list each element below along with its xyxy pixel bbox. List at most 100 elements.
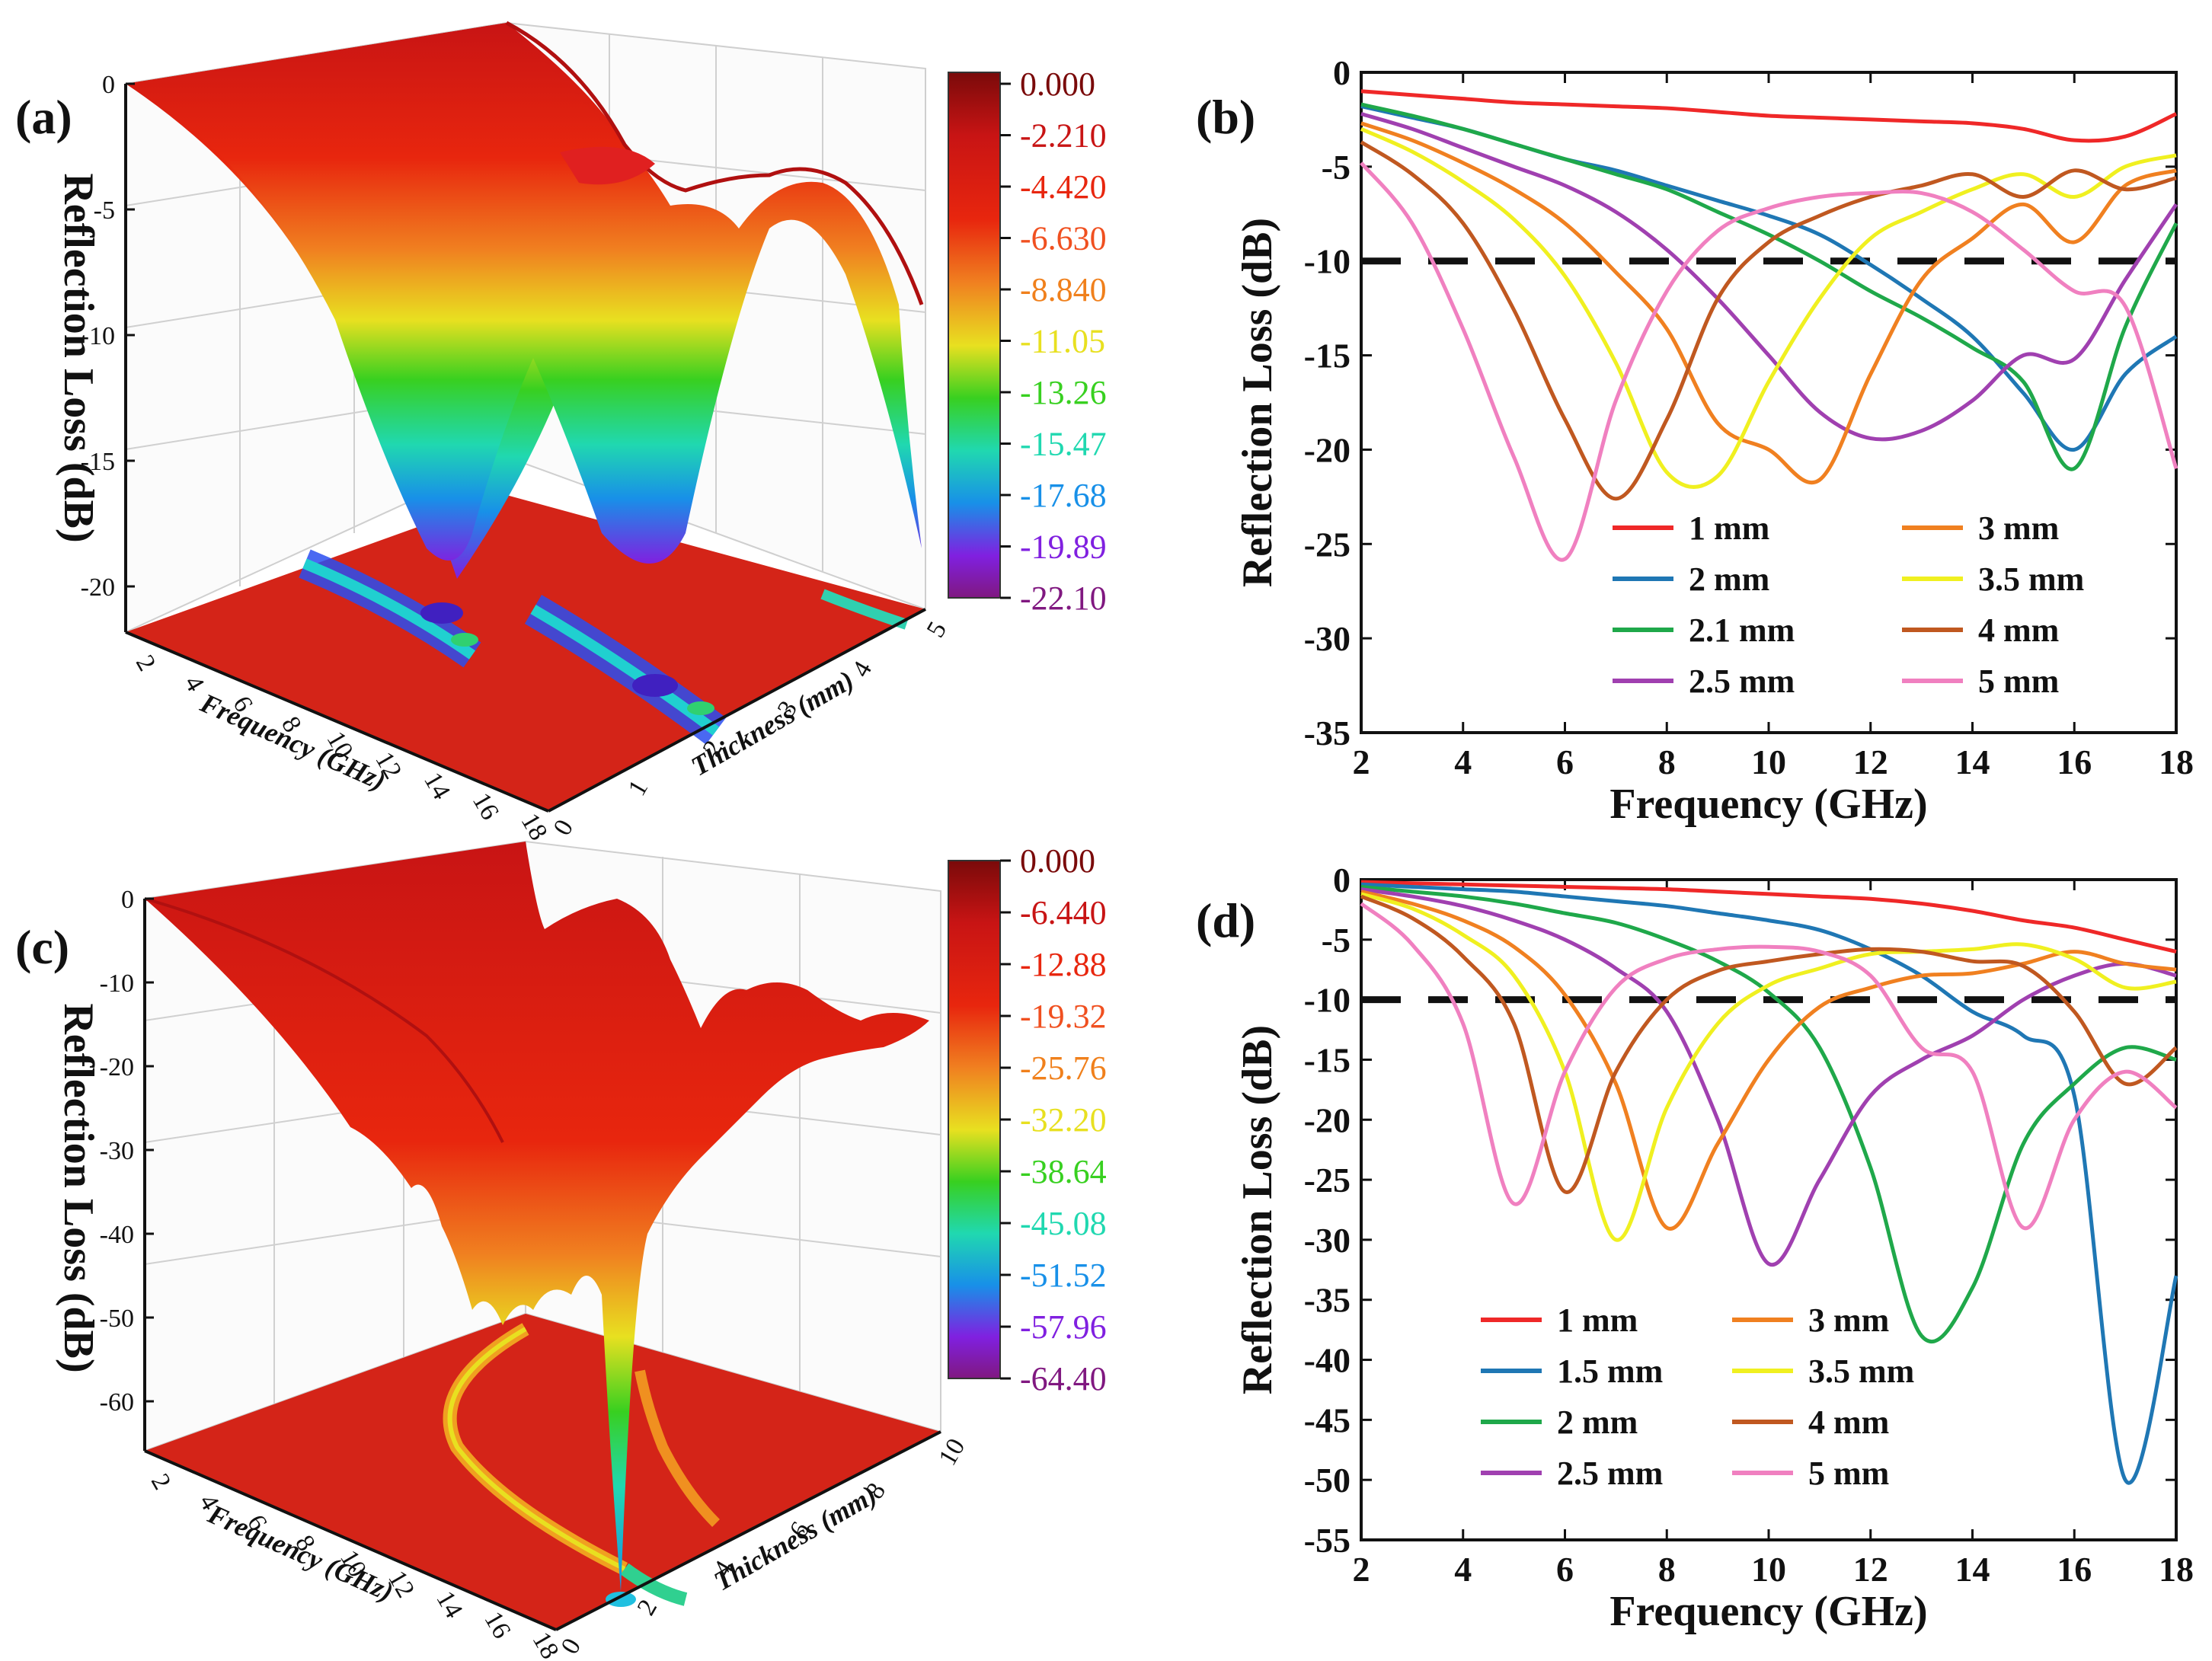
series-line-3-5-mm — [1360, 127, 2177, 489]
x-tick-label: 16 — [2057, 743, 2092, 781]
colorbar-label: -12.88 — [1020, 946, 1107, 983]
legend-label: 3 mm — [1808, 1302, 1889, 1339]
panel-a-label: (a) — [15, 90, 72, 144]
x-tick-label: 10 — [1751, 1550, 1786, 1589]
legend-label: 2.5 mm — [1557, 1455, 1663, 1492]
y-tick-label: -10 — [1304, 981, 1351, 1020]
x-tick-label: 14 — [418, 768, 456, 804]
y-tick-label: -45 — [1304, 1401, 1351, 1439]
x-tick-label: 2 — [130, 650, 161, 676]
z-tick-label: -5 — [94, 196, 115, 225]
panel-c-colorbar-labels: 0.000 -6.440 -12.88 -19.32 -25.76 -32.20 -38.6… — [1000, 842, 1107, 1397]
legend-label: 1 mm — [1557, 1302, 1638, 1339]
panel-c-colorbar — [948, 860, 1001, 1379]
colorbar-label: -15.47 — [1020, 426, 1107, 463]
panel-c-floor-bands — [443, 1323, 720, 1607]
y-axis-label: Reflection Loss (dB) — [1234, 1025, 1281, 1394]
colorbar-label: -4.420 — [1020, 168, 1107, 206]
y-tick-label: 0 — [548, 815, 580, 840]
series-line-2-mm — [1360, 884, 2177, 1343]
y-tick-label: -5 — [1322, 921, 1351, 960]
y-tick-label: -15 — [1304, 337, 1351, 375]
x-tick-label: 18 — [516, 809, 553, 845]
x-tick-label: 16 — [478, 1607, 516, 1643]
x-tick-label: 2 — [145, 1469, 177, 1494]
colorbar-label: -19.89 — [1020, 529, 1107, 566]
panel-a-colorbar-labels: 0.000 -2.210 -4.420 -6.630 -8.840 -11.05 -13.2… — [1000, 65, 1107, 617]
x-tick-label: 14 — [1955, 743, 1990, 781]
series-line-4-mm — [1360, 140, 2177, 501]
x-tick-label: 18 — [2159, 1550, 2194, 1589]
colorbar-label: -17.68 — [1020, 477, 1107, 514]
y-tick-label: -10 — [1304, 242, 1351, 281]
legend-label: 3.5 mm — [1978, 561, 2084, 598]
y-tick-label: -20 — [1304, 1100, 1351, 1139]
x-tick-label: 10 — [1751, 743, 1786, 781]
panel-c: (c) 0-10-20-3 — [15, 840, 1107, 1661]
y-tick-label: 0 — [1333, 861, 1351, 899]
x-tick-label: 4 — [1454, 743, 1472, 781]
x-tick-label: 14 — [1955, 1550, 1990, 1589]
panel-d-plot: 2 4 6 8 10 12 14 16 18 0 -5 -10 -15 -20 -25 -30 -35 -40 -4… — [1234, 861, 2194, 1635]
z-tick-label: -20 — [100, 1053, 134, 1081]
legend-label: 2.5 mm — [1689, 663, 1795, 700]
z-tick-label: -15 — [81, 448, 115, 476]
colorbar-label: 0.000 — [1020, 842, 1095, 880]
series-line-2-5-mm — [1360, 887, 2177, 1267]
z-tick-label: -40 — [100, 1221, 134, 1249]
x-tick-label: 2 — [1353, 743, 1370, 781]
y-tick-label: 0 — [556, 1634, 587, 1659]
panel-b-plot: 2 4 6 8 10 12 14 16 18 0 -5 -10 -15 -20 -25 -30 -35 1 mm 2… — [1234, 53, 2194, 828]
legend-label: 3.5 mm — [1808, 1353, 1914, 1390]
x-tick-label: 12 — [1853, 1550, 1888, 1589]
x-tick-label: 2 — [1353, 1550, 1370, 1589]
colorbar-label: -25.76 — [1020, 1049, 1107, 1087]
legend-label: 3 mm — [1978, 509, 2059, 547]
y-tick-label: -30 — [1304, 619, 1351, 658]
panel-c-surface — [144, 842, 929, 1592]
series-line-2-1-mm — [1360, 102, 2178, 471]
panel-a-x-axis — [125, 631, 549, 813]
y-tick-label: 5 — [922, 617, 953, 642]
x-tick-label: 4 — [1454, 1550, 1472, 1589]
z-tick-label: -60 — [100, 1388, 134, 1417]
panel-d: (d) 2 4 6 8 10 12 14 16 18 0 -5 -10 -15 -20 -25 -30 -35 -… — [1196, 861, 2194, 1635]
z-tick-label: 0 — [102, 71, 115, 99]
legend-label: 5 mm — [1808, 1455, 1889, 1492]
colorbar-label: -6.440 — [1020, 894, 1107, 931]
colorbar-label: -57.96 — [1020, 1308, 1107, 1346]
series-line-3-5-mm — [1360, 892, 2177, 1242]
legend-label: 2 mm — [1689, 561, 1769, 598]
panel-a-surface — [126, 21, 924, 579]
colorbar-label: -6.630 — [1020, 220, 1107, 257]
x-tick-label: 6 — [1556, 1550, 1574, 1589]
panel-a-floor-bands — [299, 549, 909, 745]
y-tick-label: -15 — [1304, 1040, 1351, 1079]
panel-c-z-ticks: 0 -10 -20 -30 -40 -50 -60 — [100, 886, 154, 1417]
z-tick-label: -50 — [100, 1305, 134, 1333]
z-tick-label: 0 — [121, 886, 134, 914]
colorbar-label: -22.10 — [1020, 580, 1107, 617]
colorbar-label: 0.000 — [1020, 65, 1095, 103]
colorbar-label: -11.05 — [1020, 323, 1105, 360]
colorbar-label: -2.210 — [1020, 117, 1107, 155]
panel-a-colorbar — [948, 72, 1001, 599]
colorbar-label: -19.32 — [1020, 998, 1107, 1035]
panel-b: (b) 2 4 6 8 10 12 14 16 18 0 -5 -10 -15 -20 -25 -30 -35 1… — [1196, 53, 2194, 828]
x-tick-label: 12 — [1853, 743, 1888, 781]
panel-b-label: (b) — [1196, 90, 1255, 144]
x-tick-label: 14 — [430, 1586, 468, 1623]
x-tick-label: 8 — [1658, 1550, 1676, 1589]
x-tick-label: 16 — [2057, 1550, 2092, 1589]
series-line-5-mm — [1360, 161, 2178, 562]
panel-c-label: (c) — [15, 920, 69, 974]
y-axis-label: Reflection Loss (dB) — [1234, 218, 1281, 587]
y-tick-label: 10 — [933, 1434, 970, 1471]
x-tick-label: 4 — [179, 671, 210, 696]
panel-d-label: (d) — [1196, 893, 1255, 947]
colorbar-label: -45.08 — [1020, 1205, 1107, 1242]
panel-a: (a) — [15, 21, 1107, 845]
series-line-3-mm — [1360, 890, 2177, 1231]
series-line-5-mm — [1360, 902, 2178, 1231]
